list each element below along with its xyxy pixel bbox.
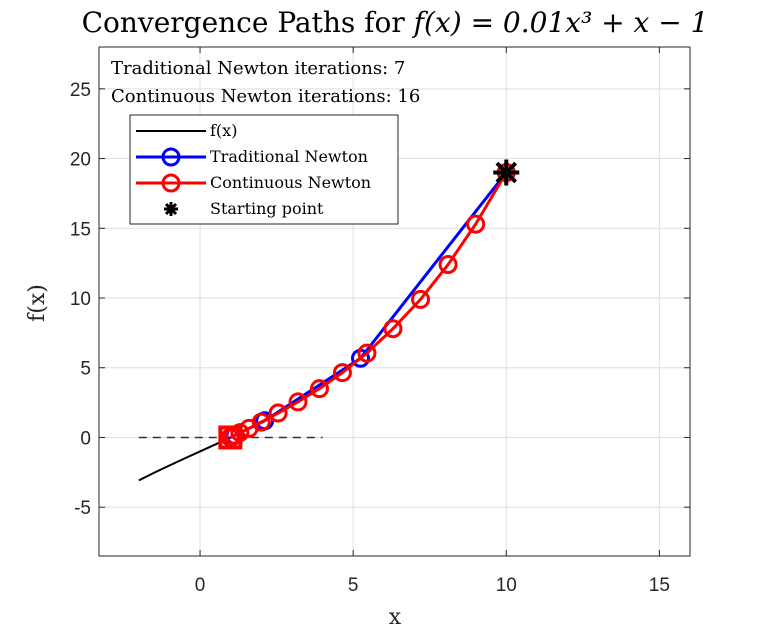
y-tick-label: 25 bbox=[70, 80, 91, 101]
y-tick-label: 10 bbox=[70, 289, 91, 310]
continuous-iterations-annotation: Continuous Newton iterations: 16 bbox=[111, 86, 420, 107]
y-tick-label: 20 bbox=[70, 150, 91, 171]
point-continuous-newton bbox=[466, 214, 486, 234]
legend-marker-traditional bbox=[161, 147, 181, 167]
legend-marker-continuous bbox=[161, 173, 181, 193]
starting-point-marker bbox=[493, 159, 520, 186]
point-continuous-newton bbox=[357, 343, 377, 363]
legend-marker-starting-point bbox=[164, 202, 178, 216]
point-continuous-newton bbox=[411, 289, 431, 309]
legend-label-fx: f(x) bbox=[210, 121, 237, 140]
plot-frame bbox=[98, 46, 691, 557]
point-continuous-newton bbox=[288, 392, 308, 412]
root-marker bbox=[218, 425, 243, 450]
y-tick-label: 5 bbox=[80, 359, 91, 380]
point-continuous-newton bbox=[332, 363, 352, 383]
point-continuous-newton bbox=[383, 319, 403, 339]
y-axis-label: f(x) bbox=[25, 284, 50, 322]
x-tick-label: 15 bbox=[649, 575, 670, 596]
series-line-f-x bbox=[138, 436, 232, 482]
y-tick-label: 0 bbox=[80, 428, 91, 449]
y-tick-label: 15 bbox=[70, 219, 91, 240]
x-tick-label: 5 bbox=[348, 575, 359, 596]
chart-title-prefix: Convergence Paths for bbox=[82, 6, 414, 39]
legend-label-traditional: Traditional Newton bbox=[210, 147, 368, 166]
legend-label-starting-point: Starting point bbox=[210, 199, 324, 218]
x-axis-label: x bbox=[389, 605, 402, 630]
point-continuous-newton bbox=[268, 403, 288, 423]
x-tick-label: 0 bbox=[195, 575, 206, 596]
legend: f(x) Traditional Newton Continuous Newto… bbox=[129, 114, 399, 225]
tick-marks bbox=[99, 47, 690, 556]
point-continuous-newton bbox=[309, 379, 329, 399]
legend-label-continuous: Continuous Newton bbox=[210, 173, 371, 192]
chart-title-math: f(x) = 0.01x³ + x − 1 bbox=[412, 6, 709, 39]
point-continuous-newton bbox=[438, 255, 458, 275]
chart-title: Convergence Paths for f(x) = 0.01x³ + x … bbox=[82, 6, 709, 39]
x-tick-label: 10 bbox=[496, 575, 517, 596]
series-layer bbox=[138, 159, 520, 482]
traditional-iterations-annotation: Traditional Newton iterations: 7 bbox=[111, 58, 405, 79]
y-tick-label: -5 bbox=[74, 498, 91, 519]
